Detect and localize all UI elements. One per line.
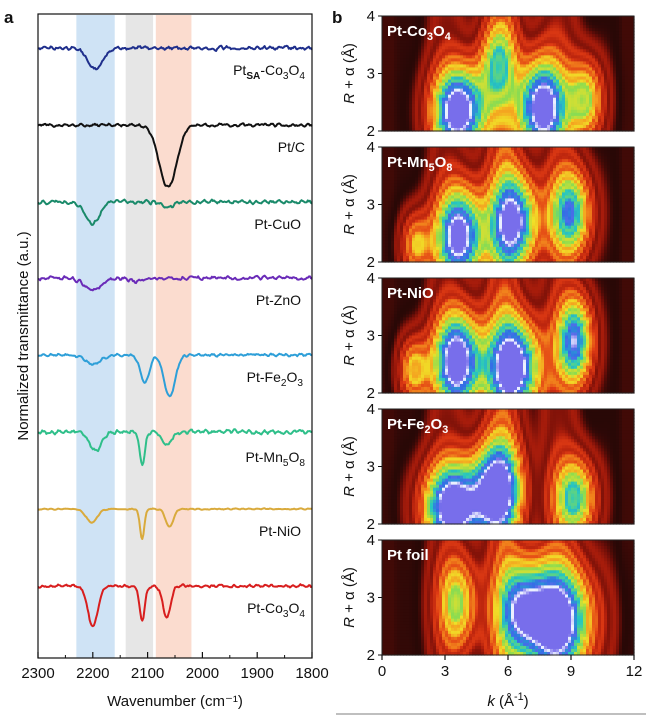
x-tick-label: 2300 (21, 665, 54, 682)
label-part: Pt/C (278, 139, 305, 155)
label-part: 4 (299, 609, 305, 620)
series-label: Pt-ZnO (256, 292, 301, 308)
x-tick-label: 2200 (76, 665, 109, 682)
x-tick-label: 1900 (241, 665, 274, 682)
x-tick-label: 2000 (186, 665, 219, 682)
figure: a b PtSA-Co3O4Pt/CPt-CuOPt-ZnOPt-Fe2O3Pt… (0, 0, 649, 718)
label-part: O (289, 62, 300, 78)
shaded-band-2 (126, 15, 153, 658)
label-part: Pt-CuO (254, 216, 301, 232)
series-label: Pt-Mn5O8 (246, 449, 306, 469)
y-label-rest: + α (Å) (341, 43, 358, 93)
label-part: Pt (233, 62, 246, 78)
y-tick-label: 4 (367, 8, 375, 25)
label-part: Pt-Fe (247, 369, 281, 385)
x-tick-label: 1800 (295, 665, 328, 682)
shaded-band-1 (76, 15, 114, 658)
x-axis-label: Wavenumber (cm⁻¹) (107, 693, 243, 710)
y-tick-label: 2 (367, 123, 375, 140)
x-tick-label: 2100 (131, 665, 164, 682)
label-part: 4 (299, 71, 305, 82)
shaded-band-3 (156, 15, 192, 658)
y-label-r: R (341, 93, 358, 104)
panel-b-letter: b (332, 8, 342, 27)
label-part: O (433, 23, 445, 40)
label-part: -Co (260, 62, 283, 78)
label-part: Pt-ZnO (256, 292, 301, 308)
y-axis-label: R + α (Å) (341, 43, 358, 104)
series-label: Pt-Fe2O3 (247, 369, 304, 389)
y-tick-label: 3 (367, 66, 375, 83)
label-part: SA (246, 71, 261, 82)
panel-a-ftir-chart: PtSA-Co3O4Pt/CPt-CuOPt-ZnOPt-Fe2O3Pt-Mn5… (15, 14, 329, 710)
label-part: O (287, 369, 298, 385)
label-part: Pt-Co (387, 23, 427, 40)
label-part: Pt-Mn (246, 449, 283, 465)
panel-a-letter: a (4, 8, 14, 27)
series-label: Pt/C (278, 139, 305, 155)
label-part: Pt-NiO (259, 523, 301, 539)
label-part: 4 (445, 31, 451, 43)
y-axis-label: Normalized transmittance (a.u.) (15, 231, 32, 440)
label-part: 3 (297, 378, 303, 389)
label-part: Pt-Co (247, 600, 283, 616)
label-part: O (289, 600, 300, 616)
series-label: PtSA-Co3O4 (233, 62, 305, 82)
wavelet-map-2: Pt-Mn5O8234R + α (Å) (341, 139, 635, 271)
label-part: 8 (299, 458, 305, 469)
label-part: O (289, 449, 300, 465)
series-label: Pt-CuO (254, 216, 301, 232)
series-label: Pt-Co3O4 (247, 600, 305, 620)
series-label: Pt-NiO (259, 523, 301, 539)
